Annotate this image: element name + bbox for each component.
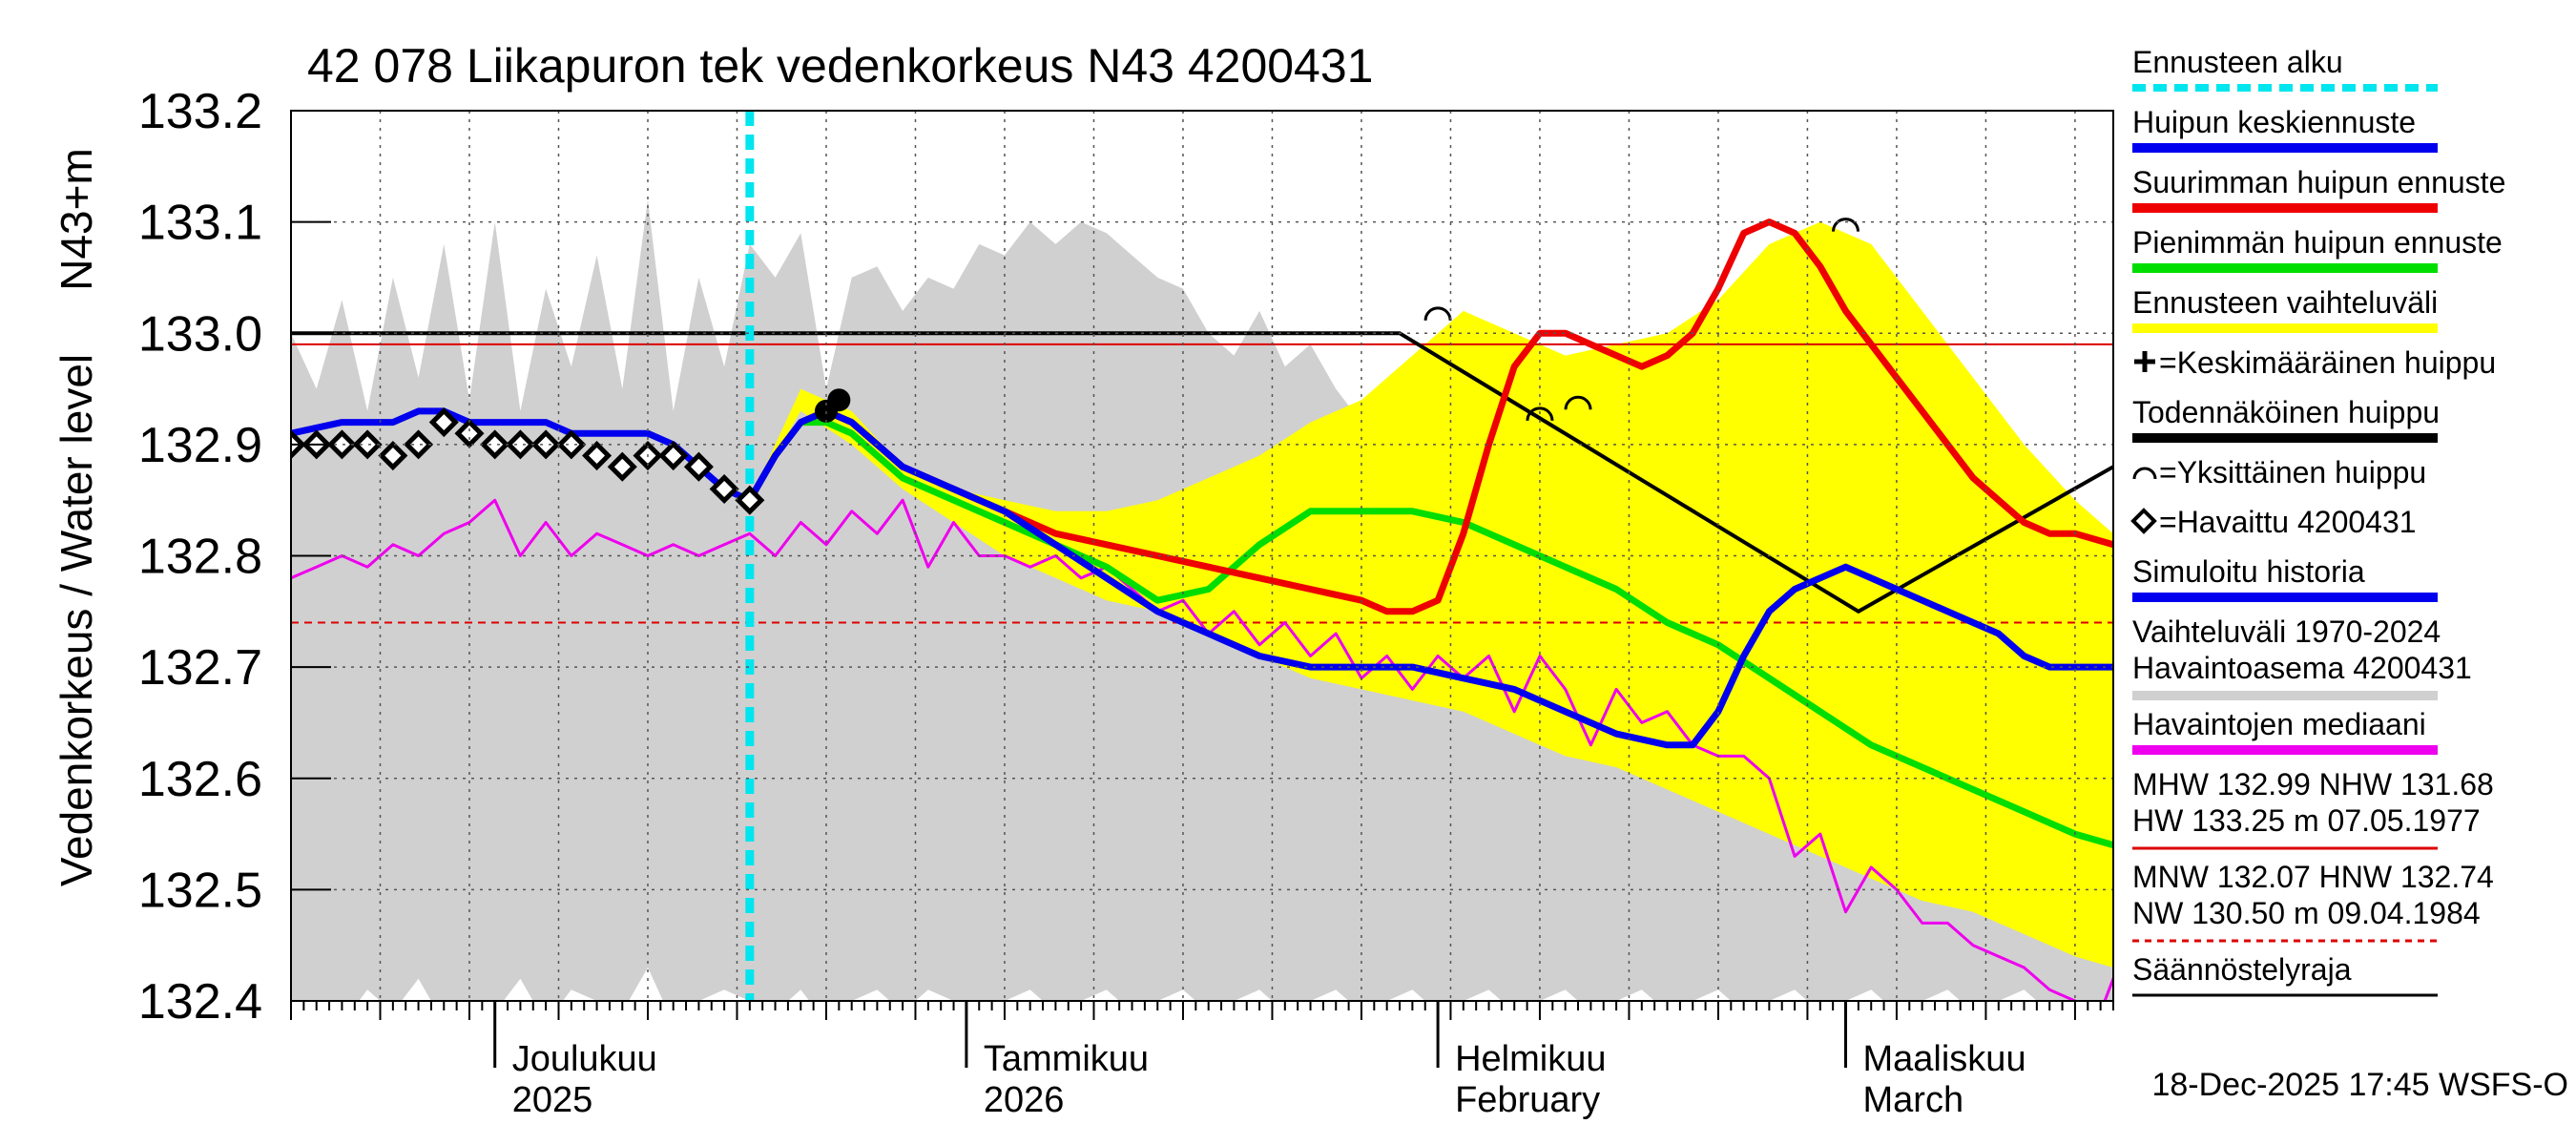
legend-label-havaittu-4200431: =Havaittu 4200431 — [2159, 505, 2417, 539]
legend-label2-mhw-132-99-nhw-131-68: HW 133.25 m 07.05.1977 — [2132, 803, 2481, 838]
legend-label-mnw-132-07-hnw-132-74: MNW 132.07 HNW 132.74 — [2132, 860, 2494, 894]
y-tick-label: 132.4 — [138, 974, 262, 1030]
month-sublabel: 2026 — [984, 1080, 1065, 1120]
y-tick-label: 132.8 — [138, 530, 262, 585]
legend-label-suurimman-huipun-ennuste: Suurimman huipun ennuste — [2132, 165, 2505, 199]
month-label: Helmikuu — [1455, 1039, 1606, 1079]
month-label: Joulukuu — [512, 1039, 657, 1079]
observed-point — [505, 429, 535, 460]
diamond-icon — [2130, 508, 2157, 534]
y-tick-label: 133.0 — [138, 306, 262, 362]
plus-icon — [2134, 351, 2155, 372]
observed-point — [454, 418, 485, 448]
observed-point — [530, 429, 561, 460]
month-sublabel: 2025 — [512, 1080, 593, 1120]
observed-point — [556, 429, 587, 460]
footer-timestamp: 18-Dec-2025 17:45 WSFS-O — [2151, 1067, 2568, 1103]
y-tick-label: 132.5 — [138, 863, 262, 918]
observed-point — [658, 441, 689, 471]
average-peak-marker — [827, 388, 851, 412]
observed-point — [404, 429, 434, 460]
observed-point — [428, 407, 459, 438]
single-peak-marker — [1564, 395, 1592, 410]
single-peak-marker — [1423, 306, 1452, 322]
single-peak-marker — [1832, 218, 1860, 232]
observed-point — [582, 441, 613, 471]
series-line-pienimmän-huipun-ennuste — [746, 419, 2113, 849]
legend-label-todennäköinen-huippu: Todennäköinen huippu — [2132, 395, 2440, 429]
observed-point — [735, 485, 765, 515]
legend-label-ennusteen-vaihteluväli: Ennusteen vaihteluväli — [2132, 285, 2438, 320]
arc-icon — [2132, 467, 2157, 480]
observed-point — [326, 429, 357, 460]
y-tick-label: 132.9 — [138, 418, 262, 473]
y-axis-unit: N43+m — [52, 148, 101, 291]
legend-label-huipun-keskiennuste: Huipun keskiennuste — [2132, 105, 2416, 139]
observed-point — [683, 451, 714, 482]
legend-label2-mnw-132-07-hnw-132-74: NW 130.50 m 09.04.1984 — [2132, 896, 2481, 930]
month-label: Maaliskuu — [1863, 1039, 2026, 1079]
y-tick-label: 132.7 — [138, 640, 262, 696]
legend: Ennusteen alku Huipun keskiennuste Suurimm… — [2130, 45, 2505, 997]
single-peak-marker — [1526, 406, 1554, 422]
legend-label2-vaihteluväli-1970-2024: Havaintoasema 4200431 — [2132, 651, 2472, 685]
month-label: Tammikuu — [984, 1039, 1149, 1079]
y-axis-title: Vedenkorkeus / Water level — [52, 354, 101, 886]
observed-point — [607, 451, 637, 482]
observed-point — [352, 429, 383, 460]
legend-label-mhw-132-99-nhw-131-68: MHW 132.99 NHW 131.68 — [2132, 767, 2494, 802]
plot-area — [291, 111, 2113, 1001]
y-tick-label: 132.6 — [138, 752, 262, 807]
month-sublabel: March — [1863, 1080, 1964, 1120]
legend-label-pienimmän-huipun-ennuste: Pienimmän huipun ennuste — [2132, 225, 2503, 260]
y-axis-labels: Vedenkorkeus / Water level N43+m — [52, 148, 101, 886]
chart-title: 42 078 Liikapuron tek vedenkorkeus N43 4… — [307, 39, 1373, 93]
legend-label-säännöstelyraja: Säännöstelyraja — [2132, 952, 2352, 987]
y-tick-label: 133.1 — [138, 196, 262, 251]
forecast-band — [749, 221, 2113, 968]
observed-point — [378, 441, 408, 471]
y-tick-label: 133.2 — [138, 84, 262, 139]
legend-label-vaihteluväli-1970-2024: Vaihteluväli 1970-2024 — [2132, 614, 2441, 649]
observed-point — [709, 473, 739, 505]
axes: 132.4 132.5 132.6 132.7 132.8 132.9 133.0 133.1… — [138, 84, 2114, 1120]
legend-label-keskimääräinen-huippu: =Keskimääräinen huippu — [2159, 345, 2496, 380]
month-sublabel: February — [1455, 1080, 1600, 1120]
legend-label-ennusteen-alku: Ennusteen alku — [2132, 45, 2343, 79]
legend-label-yksittäinen-huippu: =Yksittäinen huippu — [2159, 455, 2426, 489]
observed-point — [480, 429, 510, 460]
legend-label-simuloitu-historia: Simuloitu historia — [2132, 554, 2365, 589]
legend-label-havaintojen-mediaani: Havaintojen mediaani — [2132, 707, 2426, 741]
